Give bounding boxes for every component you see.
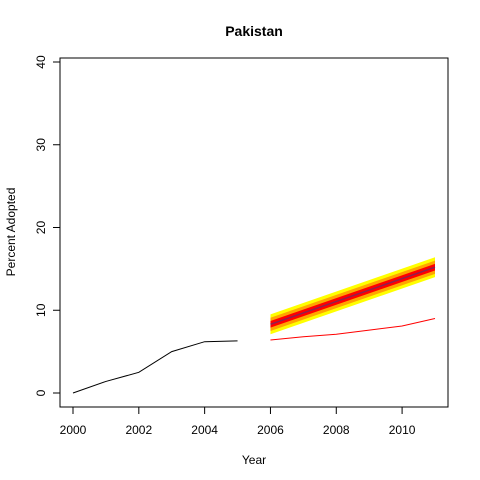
series-line-forecast-lower bbox=[270, 318, 436, 341]
x-tick-label: 2002 bbox=[125, 423, 152, 437]
y-tick-label: 10 bbox=[34, 303, 48, 317]
series-line-observed bbox=[72, 340, 238, 394]
series-line-forecast-center bbox=[270, 266, 436, 326]
axes: 2000 2002 2004 2006 2008 2010 0 10 20 30 40 bbox=[34, 55, 416, 437]
series-lines bbox=[72, 266, 436, 394]
x-tick-label: 2000 bbox=[60, 423, 87, 437]
x-tick-label: 2010 bbox=[389, 423, 416, 437]
x-axis-label: Year bbox=[242, 453, 266, 467]
y-tick-label: 0 bbox=[34, 389, 48, 396]
x-tick-label: 2004 bbox=[191, 423, 218, 437]
y-tick-label: 20 bbox=[34, 221, 48, 235]
y-tick-label: 40 bbox=[34, 55, 48, 69]
y-axis-label: Percent Adopted bbox=[4, 188, 18, 277]
chart-title: Pakistan bbox=[225, 23, 283, 39]
y-tick-label: 30 bbox=[34, 138, 48, 152]
x-tick-label: 2006 bbox=[257, 423, 284, 437]
x-tick-label: 2008 bbox=[323, 423, 350, 437]
plot-frame bbox=[59, 57, 449, 408]
